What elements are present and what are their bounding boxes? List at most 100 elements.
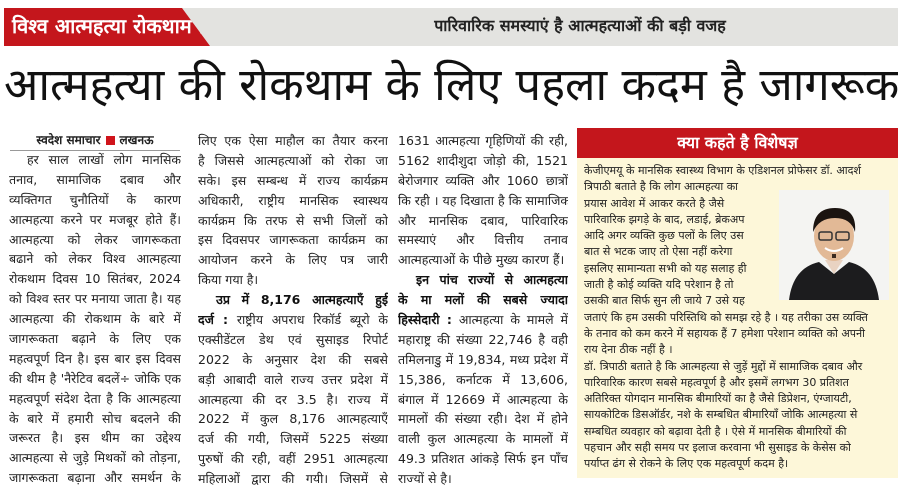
article-line: और मानसिक दबाव, पारिवारिक bbox=[398, 211, 568, 231]
expert-panel: क्या कहते है विशेषज्ञ केजीएमयू के मानसिक… bbox=[577, 128, 898, 478]
article-line: 15,386, कर्नाटक में 13,606, bbox=[398, 370, 568, 390]
article-line: महत्वपूर्ण दिन है। इस बार इस दिवस bbox=[9, 349, 181, 369]
expert-panel-line: बात से भटक जाए तो ऐसा नहीं करेगा bbox=[584, 245, 733, 259]
expert-panel-line: पहचान और सही समय पर इलाज करवाना भी सुसाइ… bbox=[584, 441, 851, 455]
article-subheading: के मा मलों की सबसे ज्यादा bbox=[398, 292, 568, 308]
article-line: 1631 आत्महत्या गृहिणियों की रही, bbox=[398, 131, 568, 151]
article-text: राज्यों से है। bbox=[398, 471, 452, 487]
article-line: आत्महत्या से जुड़े मिथकों को तोड़ना, bbox=[9, 448, 181, 468]
article-line: 2022 में कुल 8,176 आत्महत्याएँ bbox=[198, 409, 388, 429]
expert-panel-line: त्रिपाठी बताते है कि लोग आत्महत्या का bbox=[584, 180, 739, 194]
article-line: एक्सीडेंटल डेथ एवं सुसाइड रिपोर्ट bbox=[198, 330, 388, 350]
expert-panel-line: राय देना ठीक नहीं है । bbox=[584, 343, 673, 357]
article-text: 49.3 प्रतिशत आंकड़े सिर्फ इन पाँच bbox=[398, 451, 568, 467]
article-text: पुरुषों की रही, वहीं 2951 आत्महत्या bbox=[198, 451, 388, 467]
subheadline: पारिवारिक समस्याएं है आत्महत्याओं की बड़… bbox=[434, 16, 726, 35]
article-line: तनाव, सामाजिक दबाव और bbox=[9, 170, 181, 190]
article-subheading: इन पांच राज्यों से आत्महत्या bbox=[416, 272, 568, 288]
section-tag-label: विश्व आत्महत्या रोकथाम दिवस bbox=[12, 14, 240, 38]
article-line: महत्वपूर्ण संदेश देता है कि आत्महत्या bbox=[9, 389, 181, 409]
expert-panel-line: पर्याप्त ढंग से रोकने के लिए एक महत्वपूर… bbox=[584, 457, 789, 471]
expert-panel-line: आदि अगर व्यक्ति कुछ पलों के लिए उस bbox=[584, 229, 744, 243]
article-text: समस्याएं और वित्तीय तनाव bbox=[398, 232, 568, 248]
article-text: और मानसिक दबाव, पारिवारिक bbox=[398, 212, 568, 228]
expert-panel-line: के तनाव को कम करने में सहायक हैं 7 हमेशा… bbox=[584, 326, 865, 340]
article-text: है जिससे आत्महत्याओं को रोका जा bbox=[198, 152, 388, 168]
article-text: दर्ज की गयी, जिसमें 5225 संख्या bbox=[198, 431, 388, 447]
article-line: बंगाल में 12669 में आत्महत्या के bbox=[398, 390, 568, 410]
article-text: किया गया है। bbox=[198, 272, 259, 288]
article-line: रोकथाम दिवस 10 सितंबर, 2024 bbox=[9, 269, 181, 289]
article-text: बेरोजगार व्यक्ति और 1060 छात्रों bbox=[398, 172, 568, 188]
article-text: वाली कुल आत्महत्या के मामलों में bbox=[398, 431, 568, 447]
article-line: के मा मलों की सबसे ज्यादा bbox=[398, 290, 568, 310]
article-line: वाली कुल आत्महत्या के मामलों में bbox=[398, 429, 568, 449]
article-line: मामलों की संख्या रही। देश में होने bbox=[398, 409, 568, 429]
article-text: 2022 के अनुसार देश की सबसे bbox=[198, 351, 388, 367]
expert-panel-line: उसकी बात सिर्फ सुन ली जाये 7 उसे यह bbox=[584, 294, 745, 308]
article-line: समस्याएं और वित्तीय तनाव bbox=[398, 230, 568, 250]
article-line: किया गया है। bbox=[198, 270, 388, 290]
article-line: है जिससे आत्महत्याओं को रोका जा bbox=[198, 151, 388, 171]
article-text: आत्महत्या से जुड़े मिथकों को तोड़ना, bbox=[9, 450, 181, 466]
article-line: को विश्व स्तर पर मनाया जाता है। यह bbox=[9, 289, 181, 309]
article-line: कार्यक्रम कि तरफ से सभी जिलों को bbox=[198, 211, 388, 231]
article-line: उप्र में 8,176 आत्महत्याएँ हुई bbox=[198, 290, 388, 310]
article-subheading: उप्र में 8,176 आत्महत्याएँ हुई bbox=[216, 292, 388, 308]
expert-panel-line: जाती है कोई व्यक्ति यदि परेशान है तो bbox=[584, 278, 734, 292]
expert-panel-line: सम्बधित व्यवहार को बढ़ावा देती है । ऐसे … bbox=[584, 424, 847, 438]
article-text: महत्वपूर्ण संदेश देता है कि आत्महत्या bbox=[9, 390, 181, 406]
article-text: की थीम है 'नैरेटिव बदलें÷ जोकि एक bbox=[9, 370, 181, 386]
article-text: 1631 आत्महत्या गृहिणियों की रही, bbox=[398, 133, 568, 148]
expert-panel-line: जताएं कि हम उसकी परिस्तिथि को समझ रहे है… bbox=[584, 310, 868, 324]
article-text: आत्महत्या की रोकथाम के बारे में bbox=[9, 311, 181, 327]
article-text: तनाव, सामाजिक दबाव और bbox=[9, 171, 181, 187]
article-line: पुरुषों की रही, वहीं 2951 आत्महत्या bbox=[198, 449, 388, 469]
article-line: दर्ज : राष्ट्रीय अपराध रिकॉर्ड ब्यूरो के bbox=[198, 310, 388, 330]
article-line: कि रही । यह दिखाता है कि सामाजिक bbox=[398, 191, 568, 211]
article-text: एक्सीडेंटल डेथ एवं सुसाइड रिपोर्ट bbox=[198, 331, 388, 347]
expert-panel-title: क्या कहते है विशेषज्ञ bbox=[577, 128, 898, 158]
article-text: आत्महत्या के मामले में bbox=[451, 312, 568, 328]
article-text: जागरूकता बढ़ाना और समर्थन के bbox=[9, 470, 181, 486]
article-line: तमिलनाडु में 19,834, मध्य प्रदेश में bbox=[398, 350, 568, 370]
article-text: व्यक्तिगत चुनौतियों के कारण bbox=[9, 191, 181, 207]
article-column-1: हर साल लाखों लोग मानसिक तनाव, सामाजिक दबा… bbox=[9, 150, 181, 488]
article-text: के बारे में हमारी सोच बदलने की bbox=[9, 410, 181, 426]
article-line: जागरूकता बढ़ाने के लिए एक bbox=[9, 329, 181, 349]
article-line: अधिकारी, राष्ट्रीय मानसिक स्वास्थय bbox=[198, 191, 388, 211]
byline: स्वदेश समाचार लखनऊ bbox=[10, 130, 180, 151]
article-text: कार्यक्रम कि तरफ से सभी जिलों को bbox=[198, 212, 388, 228]
byline-source: स्वदेश समाचार bbox=[36, 133, 101, 147]
article-line: के बारे में हमारी सोच बदलने की bbox=[9, 409, 181, 429]
expert-panel-line: इसलिए सामान्यता सभी को यह सलाह ही bbox=[584, 261, 747, 275]
expert-panel-line: पारिवारिक कारण सबसे महत्वपूर्ण है और इसम… bbox=[584, 375, 849, 389]
article-text: आयोजन करने के लिए पत्र जारी bbox=[198, 252, 388, 268]
article-text: 5162 शादीशुदा जोड़ो की, 1521 bbox=[398, 152, 568, 168]
article-line: हिस्सेदारी : आत्महत्या के मामले में bbox=[398, 310, 568, 330]
article-line: इस दिवसपर जागरूकता कार्यक्रम का bbox=[198, 230, 388, 250]
article-line: बेरोजगार व्यक्ति और 1060 छात्रों bbox=[398, 171, 568, 191]
article-line: आत्महत्या की दर 3.5 है। राज्य में bbox=[198, 390, 388, 410]
article-line: 5162 शादीशुदा जोड़ो की, 1521 bbox=[398, 151, 568, 171]
article-text: महत्वपूर्ण दिन है। इस बार इस दिवस bbox=[9, 350, 181, 366]
article-line: सके। इस सम्बन्ध में राज्य कार्यक्रम bbox=[198, 171, 388, 191]
article-line: इन पांच राज्यों से आत्महत्या bbox=[398, 270, 568, 290]
article-text: बढाने को लेकर विश्व आत्महत्या bbox=[9, 251, 181, 267]
article-text: इस दिवसपर जागरूकता कार्यक्रम का bbox=[198, 232, 388, 248]
article-line: बढाने को लेकर विश्व आत्महत्या bbox=[9, 249, 181, 269]
article-line: लिए एक ऐसा माहौल का तैयार करना bbox=[198, 131, 388, 151]
article-text: आत्महत्या करने पर मजबूर होते हैं। bbox=[9, 211, 181, 227]
article-text: महाराष्ट्र की संख्या 22,746 है वही bbox=[398, 331, 568, 347]
article-line: 49.3 प्रतिशत आंकड़े सिर्फ इन पाँच bbox=[398, 449, 568, 469]
article-subheading: दर्ज : bbox=[198, 312, 229, 328]
article-text: आत्महत्या की दर 3.5 है। राज्य में bbox=[198, 391, 388, 407]
expert-panel-line: डॉ. त्रिपाठी बताते है कि आत्महत्या से जु… bbox=[584, 359, 863, 373]
article-subheading: हिस्सेदारी : bbox=[398, 312, 452, 328]
article-text: मामलों की संख्या रही। देश में होने bbox=[398, 411, 568, 427]
article-text: आत्महत्या को लेकर जागरूकता bbox=[9, 231, 181, 247]
article-text: बंगाल में 12669 में आत्महत्या के bbox=[398, 391, 568, 407]
article-text: हर साल लाखों लोग मानसिक bbox=[27, 152, 181, 167]
article-text: लिए एक ऐसा माहौल का तैयार करना bbox=[198, 133, 388, 148]
article-text: बड़ी आबादी वाले राज्य उत्तर प्रदेश में bbox=[198, 371, 388, 387]
